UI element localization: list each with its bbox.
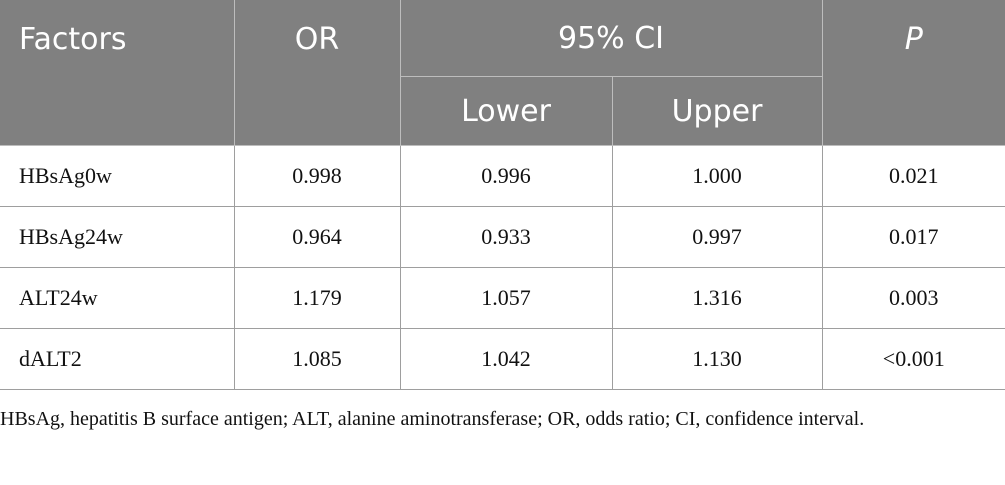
cell-p: 0.017 <box>821 206 1005 268</box>
table-header: Factors OR 95% CI P Lower Upper <box>0 0 1005 146</box>
header-or: OR <box>233 0 400 146</box>
cell-or: 0.998 <box>233 145 400 207</box>
table-row: HBsAg0w 0.998 0.996 1.000 0.021 <box>0 145 1005 207</box>
cell-lower: 0.996 <box>399 145 612 207</box>
cell-or: 1.085 <box>233 328 400 390</box>
table-row: ALT24w 1.179 1.057 1.316 0.003 <box>0 267 1005 329</box>
header-row-sub: Lower Upper <box>0 76 1005 146</box>
table-row: dALT2 1.085 1.042 1.130 <0.001 <box>0 328 1005 390</box>
cell-upper: 1.316 <box>611 267 823 329</box>
cell-upper: 1.000 <box>611 145 823 207</box>
cell-or: 1.179 <box>233 267 400 329</box>
table-row: HBsAg24w 0.964 0.933 0.997 0.017 <box>0 206 1005 268</box>
cell-or: 0.964 <box>233 206 400 268</box>
cell-p: 0.021 <box>821 145 1005 207</box>
cell-factor: HBsAg0w <box>0 145 234 207</box>
header-factors: Factors <box>0 0 234 146</box>
header-lower: Lower <box>399 76 612 146</box>
header-row-main: Factors OR 95% CI P <box>0 0 1005 146</box>
cell-factor: HBsAg24w <box>0 206 234 268</box>
results-table: Factors OR 95% CI P Lower Upper HBsAg0w … <box>0 0 1005 390</box>
cell-lower: 0.933 <box>399 206 612 268</box>
cell-p: 0.003 <box>821 267 1005 329</box>
cell-lower: 1.057 <box>399 267 612 329</box>
cell-upper: 1.130 <box>611 328 823 390</box>
cell-upper: 0.997 <box>611 206 823 268</box>
header-ci: 95% CI <box>399 0 823 77</box>
header-upper: Upper <box>611 76 823 146</box>
cell-p: <0.001 <box>821 328 1005 390</box>
cell-lower: 1.042 <box>399 328 612 390</box>
cell-factor: ALT24w <box>0 267 234 329</box>
table-body: HBsAg0w 0.998 0.996 1.000 0.021 HBsAg24w… <box>0 145 1005 390</box>
header-p: P <box>821 0 1005 146</box>
cell-factor: dALT2 <box>0 328 234 390</box>
table-footnote: HBsAg, hepatitis B surface antigen; ALT,… <box>0 408 865 430</box>
